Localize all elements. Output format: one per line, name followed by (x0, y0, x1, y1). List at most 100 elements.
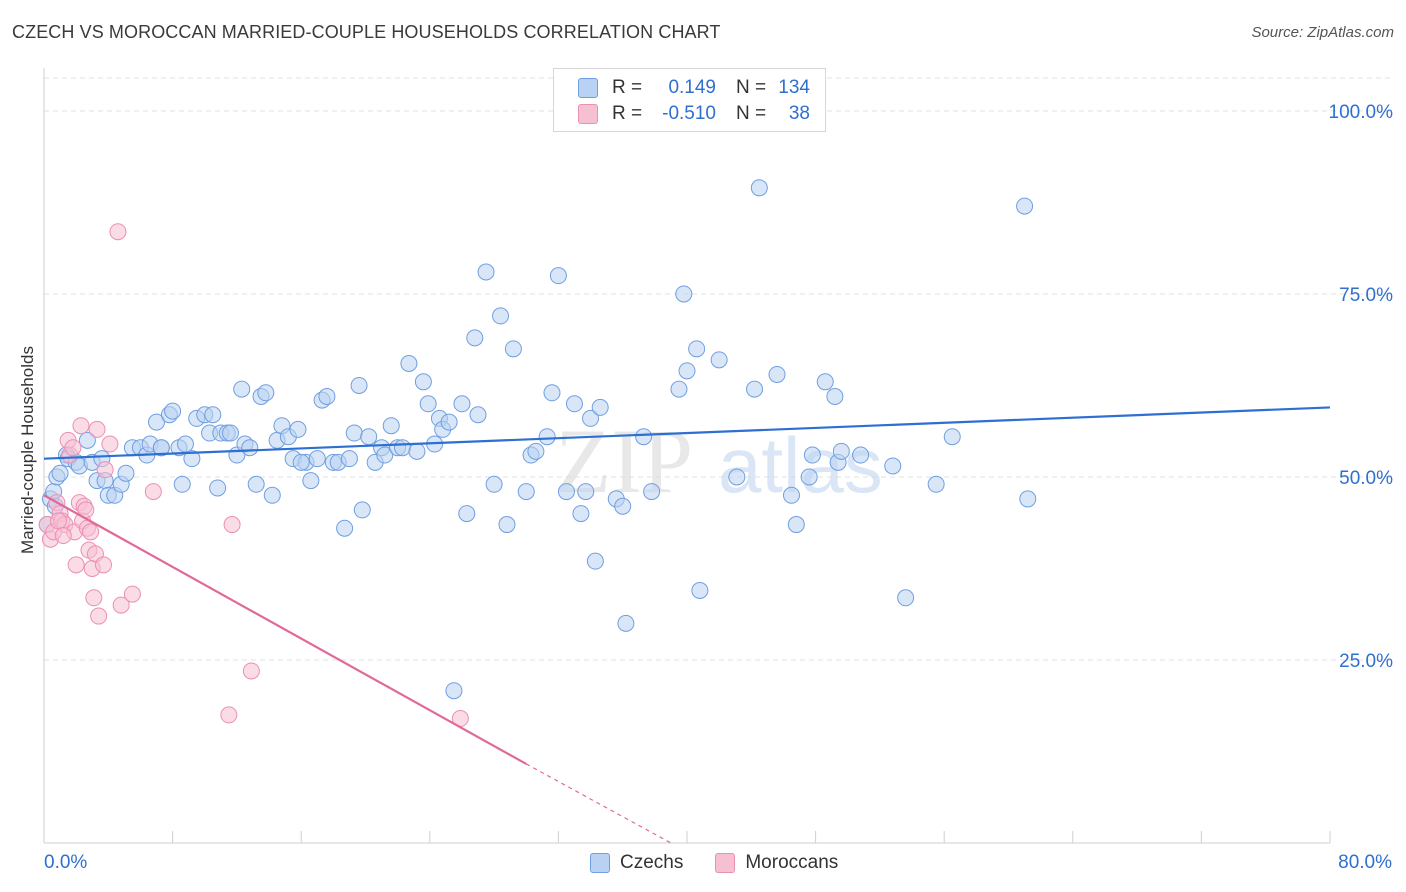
czechs-swatch (590, 853, 610, 873)
moroccan-point (49, 512, 67, 530)
y-tick-label: 100.0% (1329, 102, 1394, 123)
series-legend: Czechs Moroccans (590, 852, 870, 874)
czech-point (241, 439, 259, 457)
czech-point (302, 472, 320, 490)
czech-point (565, 395, 583, 413)
czech-point (414, 373, 432, 391)
correlation-legend: R = 0.149 N = 134 R = -0.510 N = 38 (553, 68, 826, 132)
czech-point (173, 475, 191, 493)
czech-point (800, 468, 818, 486)
czech-point (350, 376, 368, 394)
moroccans-swatch (715, 853, 736, 873)
czech-point (504, 340, 522, 358)
czech-point (678, 362, 696, 380)
czech-point (635, 428, 653, 446)
moroccan-point (223, 516, 241, 534)
czech-point (233, 380, 251, 398)
r-label: R = (612, 103, 643, 124)
czech-point (492, 307, 510, 325)
czech-point (816, 373, 834, 391)
czech-point (336, 519, 354, 537)
czech-point (263, 486, 281, 504)
chart-title: CZECH VS MOROCCAN MARRIED-COUPLE HOUSEHO… (12, 22, 721, 42)
czech-point (591, 398, 609, 416)
r-value: 0.149 (668, 77, 716, 98)
legend-row-moroccans: R = -0.510 N = 38 (578, 102, 810, 126)
czech-point (586, 552, 604, 570)
czech-point (148, 413, 166, 431)
y-tick-label: 50.0% (1339, 468, 1393, 489)
czech-point (543, 384, 561, 402)
czech-point (209, 479, 227, 497)
czech-point (353, 501, 371, 519)
czech-point (408, 442, 426, 460)
moroccan-point (88, 420, 106, 438)
czech-point (257, 384, 275, 402)
czech-point (458, 505, 476, 523)
x-axis-min-label: 0.0% (44, 852, 88, 873)
x-axis-max-label: 80.0% (1338, 852, 1392, 873)
czech-point (643, 483, 661, 501)
czech-point (538, 428, 556, 446)
moroccan-point (242, 662, 260, 680)
moroccan-trend-extension (525, 763, 672, 844)
czech-point (517, 483, 535, 501)
czech-point (572, 505, 590, 523)
moroccan-point (90, 607, 108, 625)
moroccans-points (38, 223, 469, 728)
moroccans-swatch (578, 104, 598, 124)
czech-point (318, 387, 336, 405)
czech-point (382, 417, 400, 435)
czech-point (746, 380, 764, 398)
czech-point (826, 387, 844, 405)
legend-row-czechs: R = 0.149 N = 134 (578, 76, 810, 100)
y-tick-label: 75.0% (1339, 285, 1393, 306)
watermark-atlas: atlas (718, 421, 883, 509)
czech-point (498, 516, 516, 534)
czech-point (419, 395, 437, 413)
czech-point (340, 450, 358, 468)
y-tick-label: 25.0% (1339, 651, 1393, 672)
czech-point (164, 402, 182, 420)
czech-point (469, 406, 487, 424)
legend-item-czechs: Czechs (590, 852, 683, 874)
czech-point (852, 446, 870, 464)
moroccan-point (82, 523, 100, 541)
czech-point (345, 424, 363, 442)
czech-point (247, 475, 265, 493)
moroccan-trend-line (43, 494, 527, 765)
y-axis-label-wrap: Married-couple Households (8, 300, 48, 600)
czech-point (832, 442, 850, 460)
moroccan-point (112, 596, 130, 614)
source-label: Source: ZipAtlas.com (1251, 24, 1394, 41)
moroccan-point (85, 589, 103, 607)
czech-point (78, 431, 96, 449)
czech-point (691, 581, 709, 599)
czech-trend-line (43, 406, 1331, 460)
czech-point (176, 435, 194, 453)
czech-point (943, 428, 961, 446)
czech-point (466, 329, 484, 347)
czech-point (582, 409, 600, 427)
moroccan-point (54, 527, 72, 545)
czech-point (675, 285, 693, 303)
czech-point (787, 516, 805, 534)
r-label: R = (612, 77, 643, 98)
czech-point (477, 263, 495, 281)
n-value: 38 (788, 103, 810, 124)
moroccan-point (96, 461, 114, 479)
czech-point (360, 428, 378, 446)
moroccan-point (109, 223, 127, 241)
y-tick-labels: 25.0% 50.0% 75.0% 100.0% (1329, 102, 1394, 672)
czech-point (1016, 197, 1034, 215)
czech-point (445, 682, 463, 700)
czech-point (221, 424, 239, 442)
czech-point (485, 475, 503, 493)
czech-point (617, 614, 635, 632)
czech-point (768, 365, 786, 383)
r-value: -0.510 (662, 103, 716, 124)
czech-point (400, 355, 418, 373)
czech-point (614, 497, 632, 515)
czech-point (440, 413, 458, 431)
